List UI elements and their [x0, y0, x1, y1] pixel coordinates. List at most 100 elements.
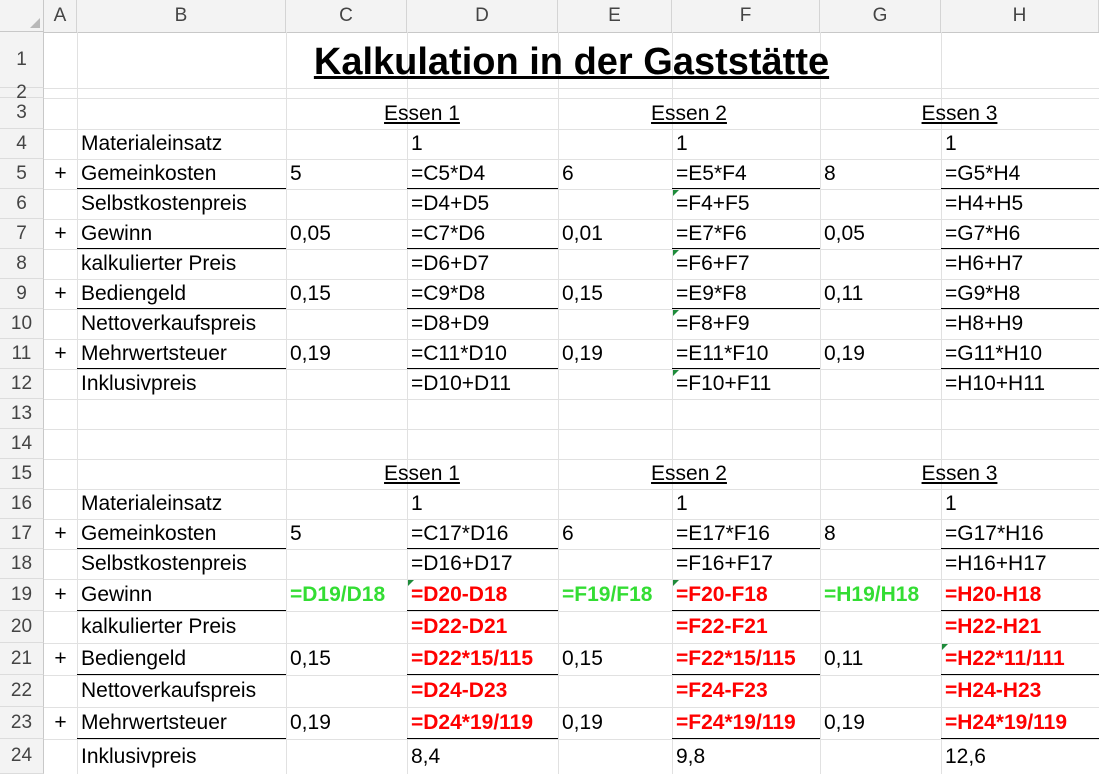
- select-all-button[interactable]: [0, 0, 44, 32]
- cell-h7[interactable]: =G7*H6: [941, 219, 1099, 249]
- plus-sign[interactable]: +: [54, 342, 67, 365]
- cell-f6[interactable]: =F4+F5: [676, 192, 750, 215]
- cell-c11[interactable]: 0,19: [290, 342, 331, 365]
- column-header-d[interactable]: D: [407, 0, 558, 32]
- header-essen-3[interactable]: Essen 3: [921, 462, 998, 485]
- cell-h20[interactable]: =H22-H21: [945, 615, 1042, 638]
- row-header-21[interactable]: 21: [0, 643, 44, 675]
- column-header-f[interactable]: F: [672, 0, 820, 32]
- cell-d4[interactable]: 1: [411, 132, 423, 155]
- cell-g23[interactable]: 0,19: [824, 711, 865, 734]
- cell-d21[interactable]: =D22*15/115: [407, 643, 558, 675]
- label-kalk[interactable]: kalkulierter Preis: [81, 252, 237, 275]
- row-header-2[interactable]: 2: [0, 82, 44, 103]
- header-essen-3[interactable]: Essen 3: [921, 101, 998, 125]
- cell-f11[interactable]: =E11*F10: [672, 339, 820, 369]
- column-header-h[interactable]: H: [941, 0, 1099, 32]
- label-bedien[interactable]: Bediengeld: [77, 279, 286, 309]
- plus-sign[interactable]: +: [54, 282, 67, 305]
- row-header-20[interactable]: 20: [0, 611, 44, 643]
- cell-d22[interactable]: =D24-D23: [411, 679, 508, 702]
- label-selbst[interactable]: Selbstkostenpreis: [81, 192, 247, 215]
- cell-h8[interactable]: =H6+H7: [945, 252, 1024, 275]
- column-header-c[interactable]: C: [286, 0, 407, 32]
- cell-f24[interactable]: 9,8: [676, 744, 706, 768]
- plus-sign[interactable]: +: [54, 222, 67, 245]
- cell-e21[interactable]: 0,15: [562, 647, 603, 670]
- cell-f22[interactable]: =F24-F23: [676, 679, 768, 702]
- cell-h12[interactable]: =H10+H11: [945, 372, 1046, 395]
- cell-c5[interactable]: 5: [290, 162, 302, 185]
- cell-d11[interactable]: =C11*D10: [407, 339, 558, 369]
- cell-h16[interactable]: 1: [945, 492, 957, 515]
- row-header-11[interactable]: 11: [0, 339, 44, 369]
- cell-e17[interactable]: 6: [562, 522, 574, 545]
- cell-h10[interactable]: =H8+H9: [945, 312, 1024, 335]
- cell-g11[interactable]: 0,19: [824, 342, 865, 365]
- row-header-4[interactable]: 4: [0, 129, 44, 159]
- plus-sign[interactable]: +: [54, 647, 67, 670]
- label-inkl[interactable]: Inklusivpreis: [81, 372, 197, 395]
- cell-f4[interactable]: 1: [676, 132, 688, 155]
- cell-f19[interactable]: =F20-F18: [672, 579, 820, 611]
- plus-sign[interactable]: +: [54, 522, 67, 545]
- row-header-18[interactable]: 18: [0, 549, 44, 579]
- cell-d20[interactable]: =D22-D21: [411, 615, 508, 638]
- row-header-15[interactable]: 15: [0, 459, 44, 489]
- row-header-12[interactable]: 12: [0, 369, 44, 399]
- cell-g7[interactable]: 0,05: [824, 222, 865, 245]
- label-netto[interactable]: Nettoverkaufspreis: [81, 679, 257, 702]
- cell-f16[interactable]: 1: [676, 492, 688, 515]
- label-bedien[interactable]: Bediengeld: [77, 643, 286, 675]
- cell-d5[interactable]: =C5*D4: [407, 159, 558, 189]
- cell-g21[interactable]: 0,11: [824, 647, 864, 670]
- label-gewinn[interactable]: Gewinn: [77, 219, 286, 249]
- plus-sign[interactable]: +: [54, 583, 67, 606]
- cell-f7[interactable]: =E7*F6: [672, 219, 820, 249]
- column-header-g[interactable]: G: [820, 0, 941, 32]
- cell-h22[interactable]: =H24-H23: [945, 679, 1042, 702]
- row-header-6[interactable]: 6: [0, 189, 44, 219]
- label-selbst[interactable]: Selbstkostenpreis: [81, 552, 247, 575]
- row-header-24[interactable]: 24: [0, 739, 44, 774]
- row-header-10[interactable]: 10: [0, 309, 44, 339]
- cell-f9[interactable]: =E9*F8: [672, 279, 820, 309]
- cell-h18[interactable]: =H16+H17: [945, 552, 1047, 575]
- plus-sign[interactable]: +: [54, 711, 67, 734]
- column-header-e[interactable]: E: [558, 0, 672, 32]
- label-material[interactable]: Materialeinsatz: [81, 132, 223, 155]
- cell-d8[interactable]: =D6+D7: [411, 252, 490, 275]
- cell-e7[interactable]: 0,01: [562, 222, 603, 245]
- cell-g5[interactable]: 8: [824, 162, 836, 185]
- cell-c19[interactable]: =D19/D18: [290, 583, 386, 606]
- cell-f18[interactable]: =F16+F17: [676, 552, 773, 575]
- cell-d24[interactable]: 8,4: [411, 744, 441, 768]
- cell-c21[interactable]: 0,15: [290, 647, 331, 670]
- cell-f20[interactable]: =F22-F21: [676, 615, 768, 638]
- cell-g9[interactable]: 0,11: [824, 282, 864, 305]
- row-header-5[interactable]: 5: [0, 159, 44, 189]
- cell-g19[interactable]: =H19/H18: [824, 583, 920, 606]
- cell-d6[interactable]: =D4+D5: [411, 192, 490, 215]
- label-material[interactable]: Materialeinsatz: [81, 492, 223, 515]
- column-header-a[interactable]: A: [44, 0, 77, 32]
- cell-g17[interactable]: 8: [824, 522, 836, 545]
- label-gemein[interactable]: Gemeinkosten: [77, 159, 286, 189]
- row-header-16[interactable]: 16: [0, 489, 44, 519]
- row-header-17[interactable]: 17: [0, 519, 44, 549]
- plus-sign[interactable]: +: [54, 162, 67, 185]
- cell-d10[interactable]: =D8+D9: [411, 312, 490, 335]
- label-mwst[interactable]: Mehrwertsteuer: [77, 707, 286, 739]
- label-kalk[interactable]: kalkulierter Preis: [81, 615, 237, 638]
- cell-f17[interactable]: =E17*F16: [672, 519, 820, 549]
- row-header-1[interactable]: 1: [0, 32, 44, 88]
- header-essen-2[interactable]: Essen 2: [651, 101, 727, 125]
- cell-h5[interactable]: =G5*H4: [941, 159, 1099, 189]
- row-header-19[interactable]: 19: [0, 579, 44, 611]
- cell-f8[interactable]: =F6+F7: [676, 252, 750, 275]
- cell-d17[interactable]: =C17*D16: [407, 519, 558, 549]
- label-netto[interactable]: Nettoverkaufspreis: [81, 312, 257, 335]
- cell-h24[interactable]: 12,6: [945, 744, 986, 768]
- cell-d12[interactable]: =D10+D11: [411, 372, 512, 395]
- row-header-14[interactable]: 14: [0, 429, 44, 459]
